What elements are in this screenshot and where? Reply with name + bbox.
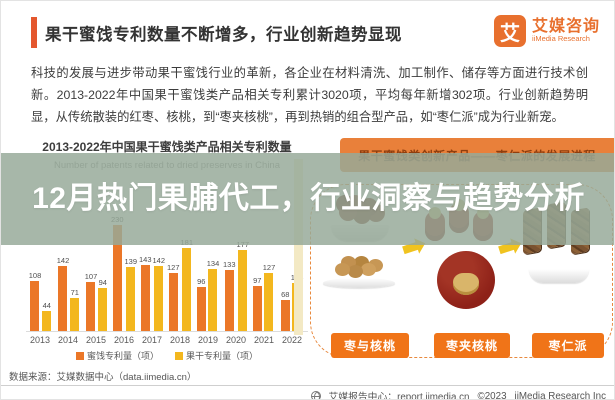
bar bbox=[252, 286, 262, 331]
bar-group: 142 71 bbox=[54, 256, 82, 331]
bar-value-label: 139 bbox=[124, 257, 138, 266]
bar-group: 107 94 bbox=[82, 272, 110, 331]
report-center-text: 艾媒报告中心：report.iimedia.cn bbox=[328, 392, 470, 400]
bar-value-label: 71 bbox=[70, 288, 79, 297]
logo-name: 艾媒咨询 bbox=[531, 17, 600, 35]
globe-icon bbox=[310, 391, 321, 399]
bar bbox=[98, 288, 108, 331]
company-text: iiMedia Research Inc bbox=[514, 390, 606, 400]
logo-subtitle: iiMedia Research bbox=[531, 34, 590, 44]
overlay-banner: 12月热门果脯代工，行业洞察与趋势分析 bbox=[1, 153, 614, 245]
bar bbox=[30, 281, 40, 331]
chart-x-axis: 2013 2014 2015 2016 2017 2018 2019 2020 2021 2022 bbox=[26, 331, 308, 345]
bar-group: 108 44 bbox=[26, 271, 54, 331]
x-axis-label: 2016 bbox=[113, 335, 135, 345]
legend-item: 果干专利量（项） bbox=[175, 349, 258, 362]
data-source-note: 数据来源：艾媒数据中心（data.iimedia.cn） bbox=[9, 372, 197, 383]
x-axis-label: 2020 bbox=[225, 335, 247, 345]
copyright-text: ©2023 bbox=[477, 390, 507, 400]
chart-bars: 1084414271107942301391431421271819613413… bbox=[26, 211, 308, 331]
iimedia-logo: 艾 艾媒咨询 iiMedia Research bbox=[493, 15, 600, 47]
bar bbox=[280, 300, 290, 331]
bar bbox=[238, 250, 248, 331]
jujube-pie-bowl-image bbox=[529, 269, 589, 283]
slide-header: 果干蜜饯专利数量不断增多，行业创新趋势显现 艾 艾媒咨询 iiMedia Res… bbox=[31, 15, 600, 55]
bar bbox=[224, 270, 234, 331]
bar bbox=[70, 298, 80, 331]
x-axis-label: 2018 bbox=[169, 335, 191, 345]
x-axis-label: 2021 bbox=[253, 335, 275, 345]
legend-label: 果干专利量（项） bbox=[186, 351, 259, 361]
bar bbox=[86, 282, 96, 331]
bar-value-label: 134 bbox=[206, 259, 220, 268]
bar-value-label: 68 bbox=[281, 290, 290, 299]
chart-legend: 蜜饯专利量（项） 果干专利量（项） bbox=[26, 349, 308, 362]
bar bbox=[112, 225, 122, 331]
x-axis-label: 2015 bbox=[85, 335, 107, 345]
bar-value-label: 142 bbox=[56, 256, 70, 265]
bar bbox=[126, 267, 136, 331]
bar-group: 133177 bbox=[222, 240, 250, 331]
date-walnut-ball-image bbox=[437, 251, 495, 309]
x-axis-label: 2022 bbox=[281, 335, 303, 345]
bar bbox=[168, 273, 178, 331]
x-axis-label: 2013 bbox=[29, 335, 51, 345]
bar-value-label: 97 bbox=[253, 276, 262, 285]
bar-value-label: 107 bbox=[84, 272, 98, 281]
x-axis-label: 2017 bbox=[141, 335, 163, 345]
bar bbox=[58, 266, 68, 331]
report-footer: 艾媒报告中心：report.iimedia.cn ©2023 iiMedia R… bbox=[310, 389, 606, 400]
bar-value-label: 96 bbox=[197, 277, 206, 286]
bar-value-label: 142 bbox=[152, 256, 166, 265]
stage-badge-jujube-pie: 枣仁派 bbox=[532, 333, 604, 358]
bar-value-label: 44 bbox=[42, 301, 51, 310]
bar-value-label: 108 bbox=[28, 271, 42, 280]
bar bbox=[182, 248, 192, 331]
legend-swatch bbox=[175, 351, 183, 360]
x-axis-label: 2019 bbox=[197, 335, 219, 345]
intro-paragraph: 科技的发展与进步带动果干蜜饯行业的革新，各企业在材料清洗、加工制作、储存等方面进… bbox=[31, 66, 588, 124]
x-axis-label: 2014 bbox=[57, 335, 79, 345]
bar bbox=[208, 269, 218, 331]
stage-badge-walnut-stuffed-dates: 枣夹核桃 bbox=[434, 333, 510, 358]
legend-swatch bbox=[75, 351, 84, 360]
bar-group: 97 127 bbox=[250, 263, 278, 331]
legend-item: 蜜饯专利量（项） bbox=[75, 349, 159, 362]
bar-value-label: 94 bbox=[98, 278, 107, 287]
bar-group: 127181 bbox=[166, 238, 194, 331]
bar-group: 143 142 bbox=[138, 255, 166, 331]
page-title: 果干蜜饯专利数量不断增多，行业创新趋势显现 bbox=[45, 26, 402, 44]
footer-divider bbox=[1, 385, 614, 386]
bar bbox=[196, 287, 206, 331]
bar-value-label: 133 bbox=[222, 260, 236, 269]
bar-value-label: 127 bbox=[166, 263, 180, 272]
bar-value-label: 143 bbox=[138, 255, 152, 264]
chart-title: 2013-2022年中国果干蜜饯类产品相关专利数量 bbox=[42, 140, 292, 154]
bar bbox=[42, 311, 52, 331]
walnut-plate-image bbox=[323, 253, 403, 299]
bar bbox=[264, 273, 274, 331]
legend-label: 蜜饯专利量（项） bbox=[86, 351, 159, 361]
iimedia-logo-icon: 艾 bbox=[493, 15, 526, 47]
bar bbox=[154, 266, 164, 331]
bar bbox=[140, 265, 150, 331]
title-accent-bar bbox=[31, 17, 37, 48]
overlay-title: 12月热门果脯代工，行业洞察与趋势分析 bbox=[32, 182, 585, 216]
bar-group: 96 134 bbox=[194, 259, 222, 331]
stage-badge-dates-walnuts: 枣与核桃 bbox=[331, 333, 409, 358]
bar-value-label: 127 bbox=[262, 263, 276, 272]
divider-strip bbox=[294, 159, 303, 335]
